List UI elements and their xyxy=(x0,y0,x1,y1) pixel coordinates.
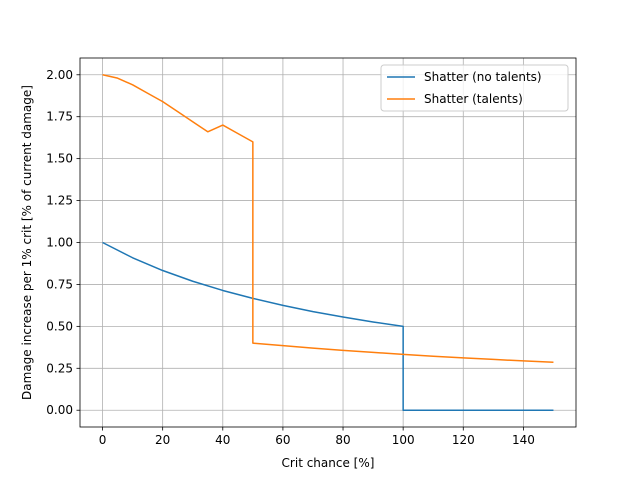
y-tick-label: 1.00 xyxy=(46,236,73,250)
x-tick-label: 0 xyxy=(99,433,107,447)
y-tick-label: 0.25 xyxy=(46,361,73,375)
x-tick-label: 140 xyxy=(512,433,535,447)
series-line-2 xyxy=(102,74,554,364)
grid xyxy=(80,58,576,427)
y-tick-label: 0.50 xyxy=(46,319,73,333)
y-tick-label: 1.50 xyxy=(46,152,73,166)
series-line-1 xyxy=(102,241,554,411)
x-tick-label: 40 xyxy=(215,433,230,447)
x-tick-label: 100 xyxy=(392,433,415,447)
y-tick-label: 0.00 xyxy=(46,403,73,417)
legend: Shatter (no talents) Shatter (talents) xyxy=(380,64,569,112)
series-group xyxy=(102,74,554,411)
x-axis-ticks: 0 20 40 60 80 100 120 140 xyxy=(99,427,535,447)
y-axis-label: Damage increase per 1% crit [% of curren… xyxy=(20,85,34,400)
y-tick-label: 1.75 xyxy=(46,110,73,124)
x-axis-label: Crit chance [%] xyxy=(282,456,375,470)
x-tick-label: 60 xyxy=(275,433,290,447)
y-tick-label: 0.75 xyxy=(46,277,73,291)
legend-label-1: Shatter (no talents) xyxy=(424,70,542,84)
legend-label-2: Shatter (talents) xyxy=(424,92,523,106)
y-tick-label: 2.00 xyxy=(46,68,73,82)
y-axis-ticks: 0.00 0.25 0.50 0.75 1.00 1.25 1.50 1.75 2.00 xyxy=(46,68,80,417)
y-tick-label: 1.25 xyxy=(46,194,73,208)
legend-box xyxy=(380,64,569,112)
x-tick-label: 80 xyxy=(335,433,350,447)
x-tick-label: 120 xyxy=(452,433,475,447)
x-tick-label: 20 xyxy=(155,433,170,447)
